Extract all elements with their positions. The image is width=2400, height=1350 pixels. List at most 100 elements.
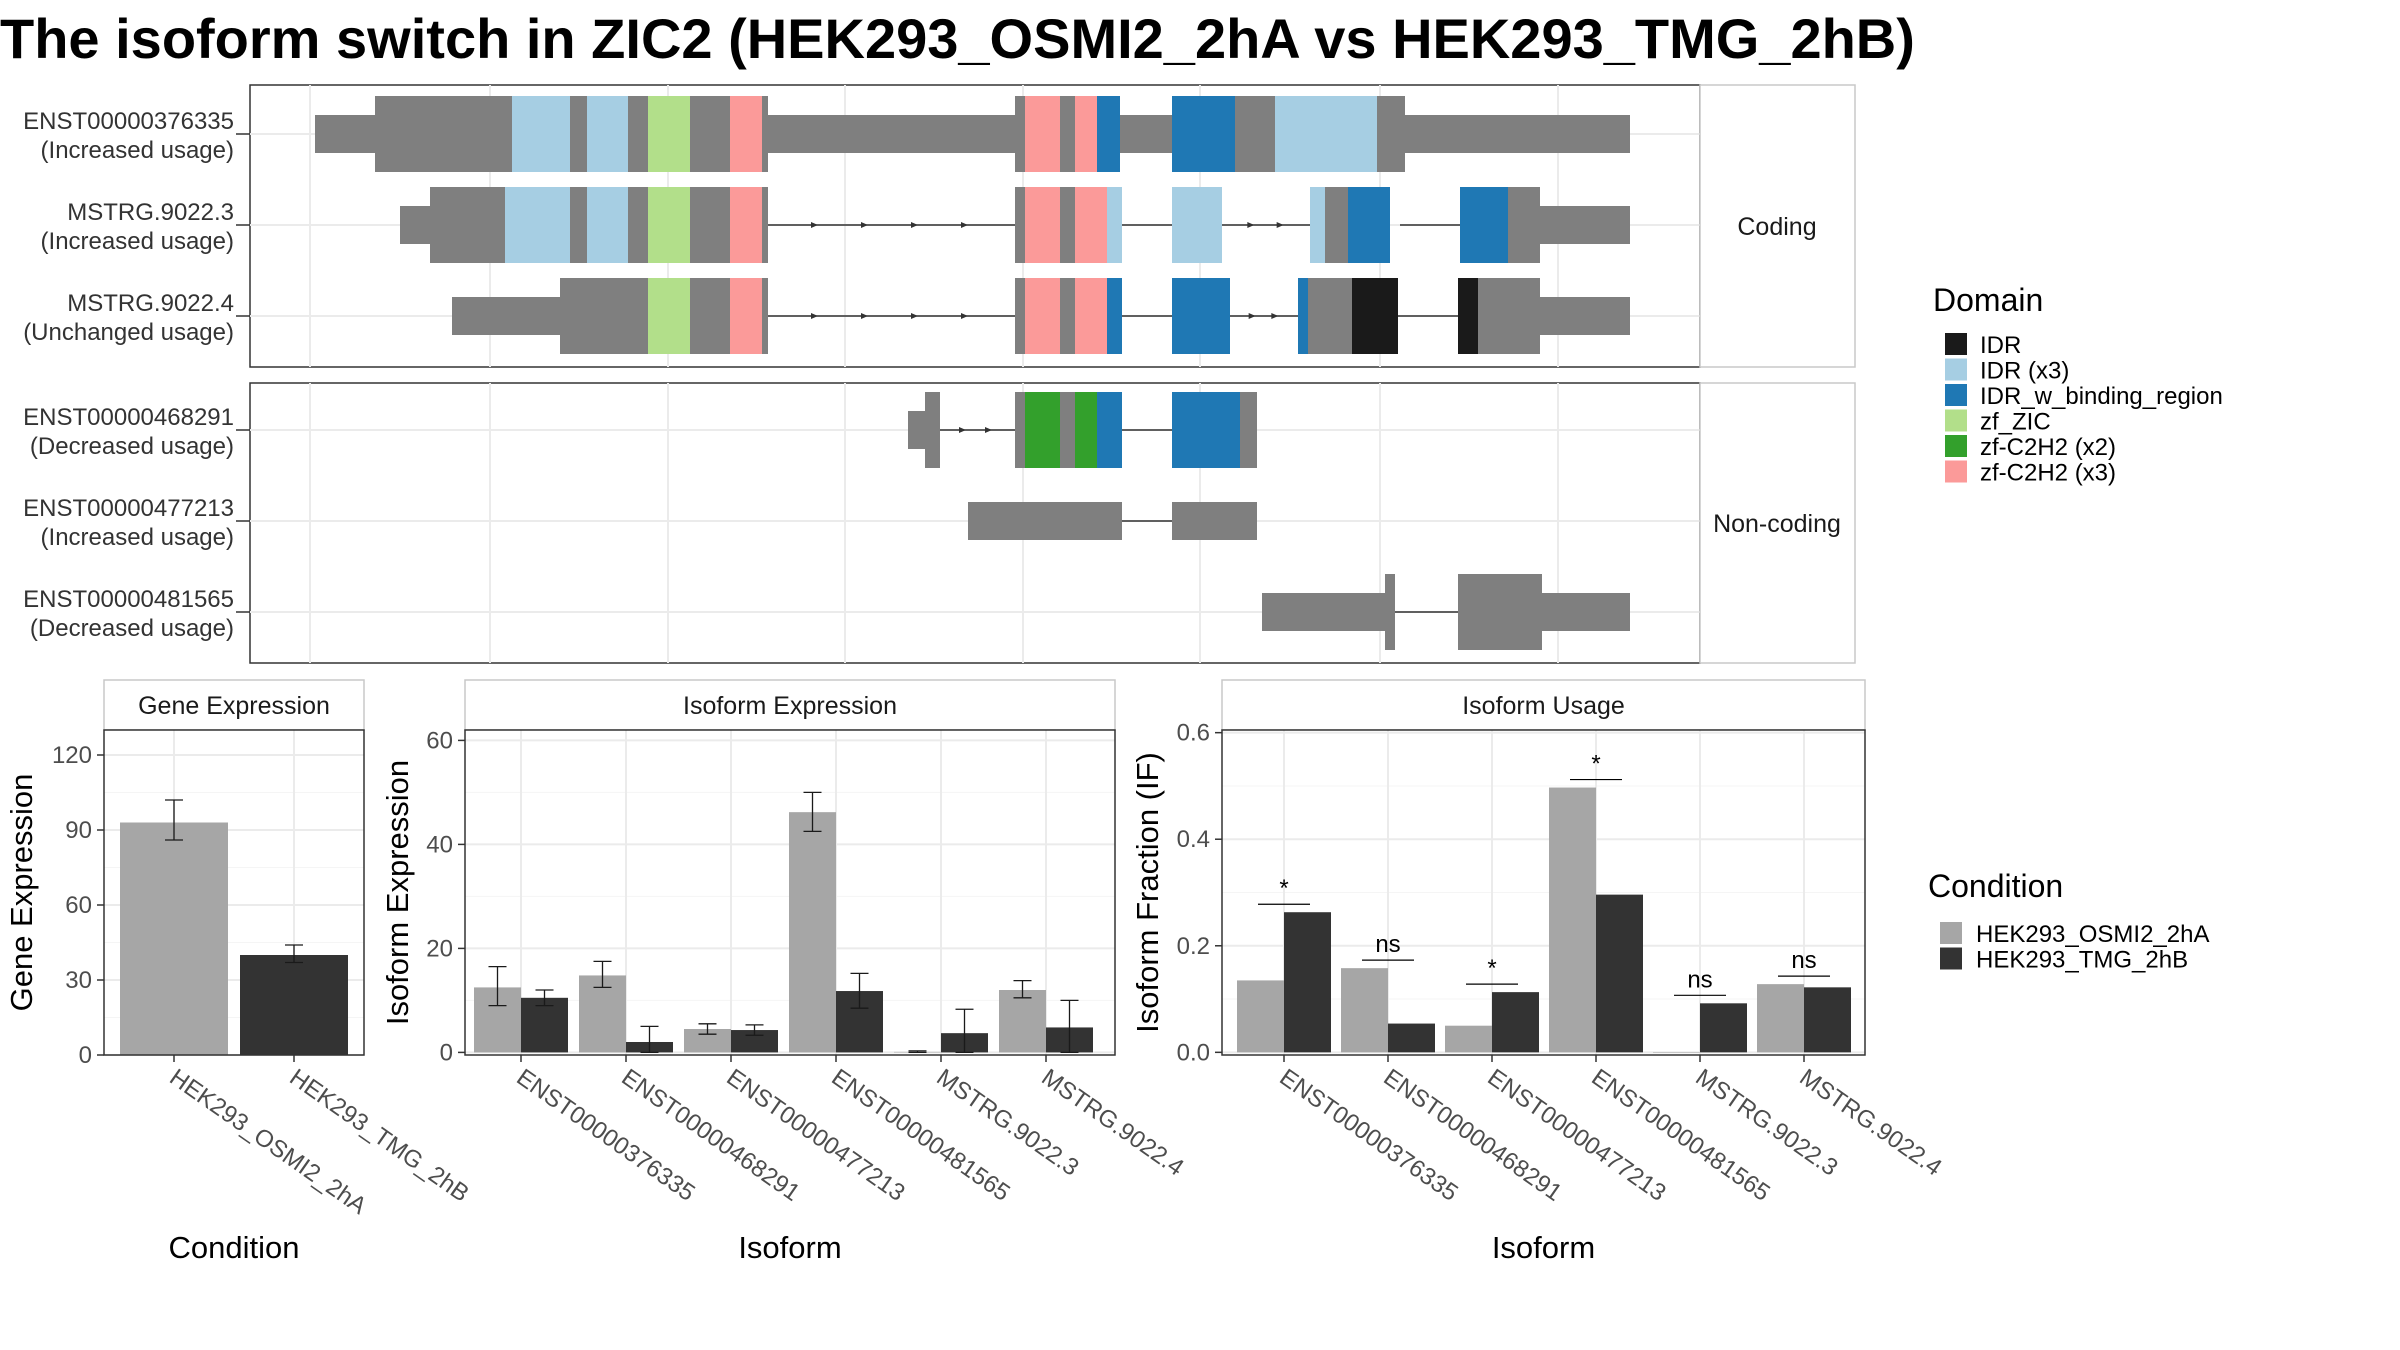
domain-block bbox=[1097, 392, 1122, 468]
y-tick-label: 30 bbox=[65, 967, 92, 994]
isoform-usage-label: (Decreased usage) bbox=[30, 615, 234, 642]
isoform-id-label: ENST00000468291 bbox=[23, 404, 234, 431]
chart-title: Gene Expression bbox=[138, 692, 330, 720]
domain-block bbox=[1025, 187, 1060, 263]
domain-block bbox=[512, 96, 570, 172]
plot-border bbox=[1221, 729, 1866, 1056]
transcript-ENST00000468291 bbox=[908, 392, 1257, 468]
y-tick-label: 120 bbox=[52, 742, 92, 769]
domain-block bbox=[1075, 392, 1097, 468]
domain-block bbox=[1460, 187, 1508, 263]
exon-block bbox=[1385, 574, 1395, 650]
bar bbox=[1492, 992, 1539, 1053]
exon-block bbox=[1015, 278, 1025, 354]
facet-label: Non-coding bbox=[1713, 510, 1841, 538]
legend-key bbox=[1945, 435, 1967, 457]
exon-block bbox=[375, 96, 512, 172]
exon-block bbox=[1015, 392, 1025, 468]
x-axis-title: Isoform bbox=[1492, 1230, 1595, 1265]
exon-block bbox=[1508, 187, 1540, 263]
exon-block bbox=[1060, 278, 1075, 354]
significance-label: * bbox=[1591, 751, 1600, 778]
isoform-label: ENST00000481565(Decreased usage) bbox=[23, 586, 234, 642]
exon-block bbox=[1235, 96, 1275, 172]
exon-block bbox=[1308, 278, 1352, 354]
x-tick-label: ENST00000477213 bbox=[722, 1064, 910, 1207]
bar bbox=[120, 822, 228, 1055]
domain-block bbox=[1172, 392, 1240, 468]
domain-block bbox=[1025, 392, 1060, 468]
intron-arrow bbox=[959, 427, 966, 433]
transcript-MSTRG.9022.4 bbox=[452, 278, 1630, 354]
exon-block bbox=[570, 187, 587, 263]
domain-legend-title: Domain bbox=[1933, 282, 2043, 318]
legend-key bbox=[1945, 409, 1967, 432]
exon-block bbox=[1262, 593, 1385, 631]
bar bbox=[1804, 987, 1851, 1053]
isoform-id-label: MSTRG.9022.4 bbox=[67, 290, 234, 317]
domain-block bbox=[1075, 278, 1107, 354]
legend-key bbox=[1945, 358, 1967, 381]
domain-block bbox=[1107, 187, 1122, 263]
isoform-id-label: ENST00000481565 bbox=[23, 586, 234, 613]
exon-block bbox=[1478, 278, 1540, 354]
legend-key bbox=[1945, 460, 1967, 483]
isoform-label: MSTRG.9022.4(Unchanged usage) bbox=[23, 290, 234, 346]
exon-block bbox=[1458, 574, 1542, 650]
bar bbox=[731, 1030, 778, 1053]
facet-strip bbox=[1699, 84, 1856, 368]
domain-block bbox=[1172, 96, 1235, 172]
intron-arrow bbox=[985, 427, 992, 433]
exon-block bbox=[762, 187, 768, 263]
legend-item-label: zf-C2H2 (x2) bbox=[1980, 434, 2116, 461]
exon-block bbox=[1377, 96, 1405, 172]
legend-key bbox=[1940, 947, 1962, 970]
intron-arrow bbox=[1248, 313, 1256, 319]
y-tick-label: 40 bbox=[426, 831, 453, 858]
legend-item-label: IDR (x3) bbox=[1980, 358, 2069, 385]
bar bbox=[999, 990, 1046, 1053]
bar bbox=[1757, 984, 1804, 1053]
y-tick-label: 20 bbox=[426, 935, 453, 962]
domain-block bbox=[1172, 187, 1222, 263]
transcript-ENST00000477213 bbox=[968, 502, 1257, 540]
transcript-ENST00000481565 bbox=[1262, 574, 1630, 650]
x-tick-label: ENST00000481565 bbox=[827, 1064, 1015, 1207]
y-tick-label: 90 bbox=[65, 817, 92, 844]
bar bbox=[684, 1029, 731, 1053]
legend-item-label: IDR bbox=[1980, 332, 2021, 359]
domain-block bbox=[1075, 187, 1107, 263]
exon-block bbox=[1060, 96, 1075, 172]
y-axis-title: Isoform Expression bbox=[380, 760, 415, 1025]
domain-block bbox=[1352, 278, 1398, 354]
intron-arrow bbox=[811, 222, 818, 228]
domain-block bbox=[1298, 278, 1308, 354]
intron-arrow bbox=[911, 222, 918, 228]
exon-block bbox=[968, 502, 1122, 540]
y-tick-label: 60 bbox=[65, 892, 92, 919]
domain-block bbox=[1458, 278, 1478, 354]
bar bbox=[1237, 980, 1284, 1053]
significance-label: ns bbox=[1375, 931, 1400, 958]
exon-block bbox=[570, 96, 587, 172]
isoform-structure-panel: CodingNon-codingENST00000376335(Increase… bbox=[23, 84, 1856, 664]
exon-block bbox=[762, 96, 768, 172]
domain-block bbox=[1107, 278, 1122, 354]
domain-block bbox=[587, 187, 628, 263]
exon-block bbox=[452, 297, 560, 335]
isoform-usage-label: (Decreased usage) bbox=[30, 433, 234, 460]
bar bbox=[521, 997, 568, 1053]
domain-block bbox=[648, 187, 690, 263]
isoform-usage-label: (Increased usage) bbox=[41, 137, 234, 164]
condition-legend-title: Condition bbox=[1928, 868, 2063, 904]
intron-arrow bbox=[1247, 222, 1255, 228]
bar bbox=[1284, 912, 1331, 1053]
legend-key bbox=[1945, 384, 1967, 406]
bar bbox=[579, 975, 626, 1053]
transcript-ENST00000376335 bbox=[315, 96, 1630, 172]
chart-strip bbox=[464, 679, 1116, 731]
intron-arrow bbox=[1276, 222, 1284, 228]
y-tick-label: 0 bbox=[440, 1039, 453, 1066]
bar bbox=[1388, 1023, 1435, 1053]
